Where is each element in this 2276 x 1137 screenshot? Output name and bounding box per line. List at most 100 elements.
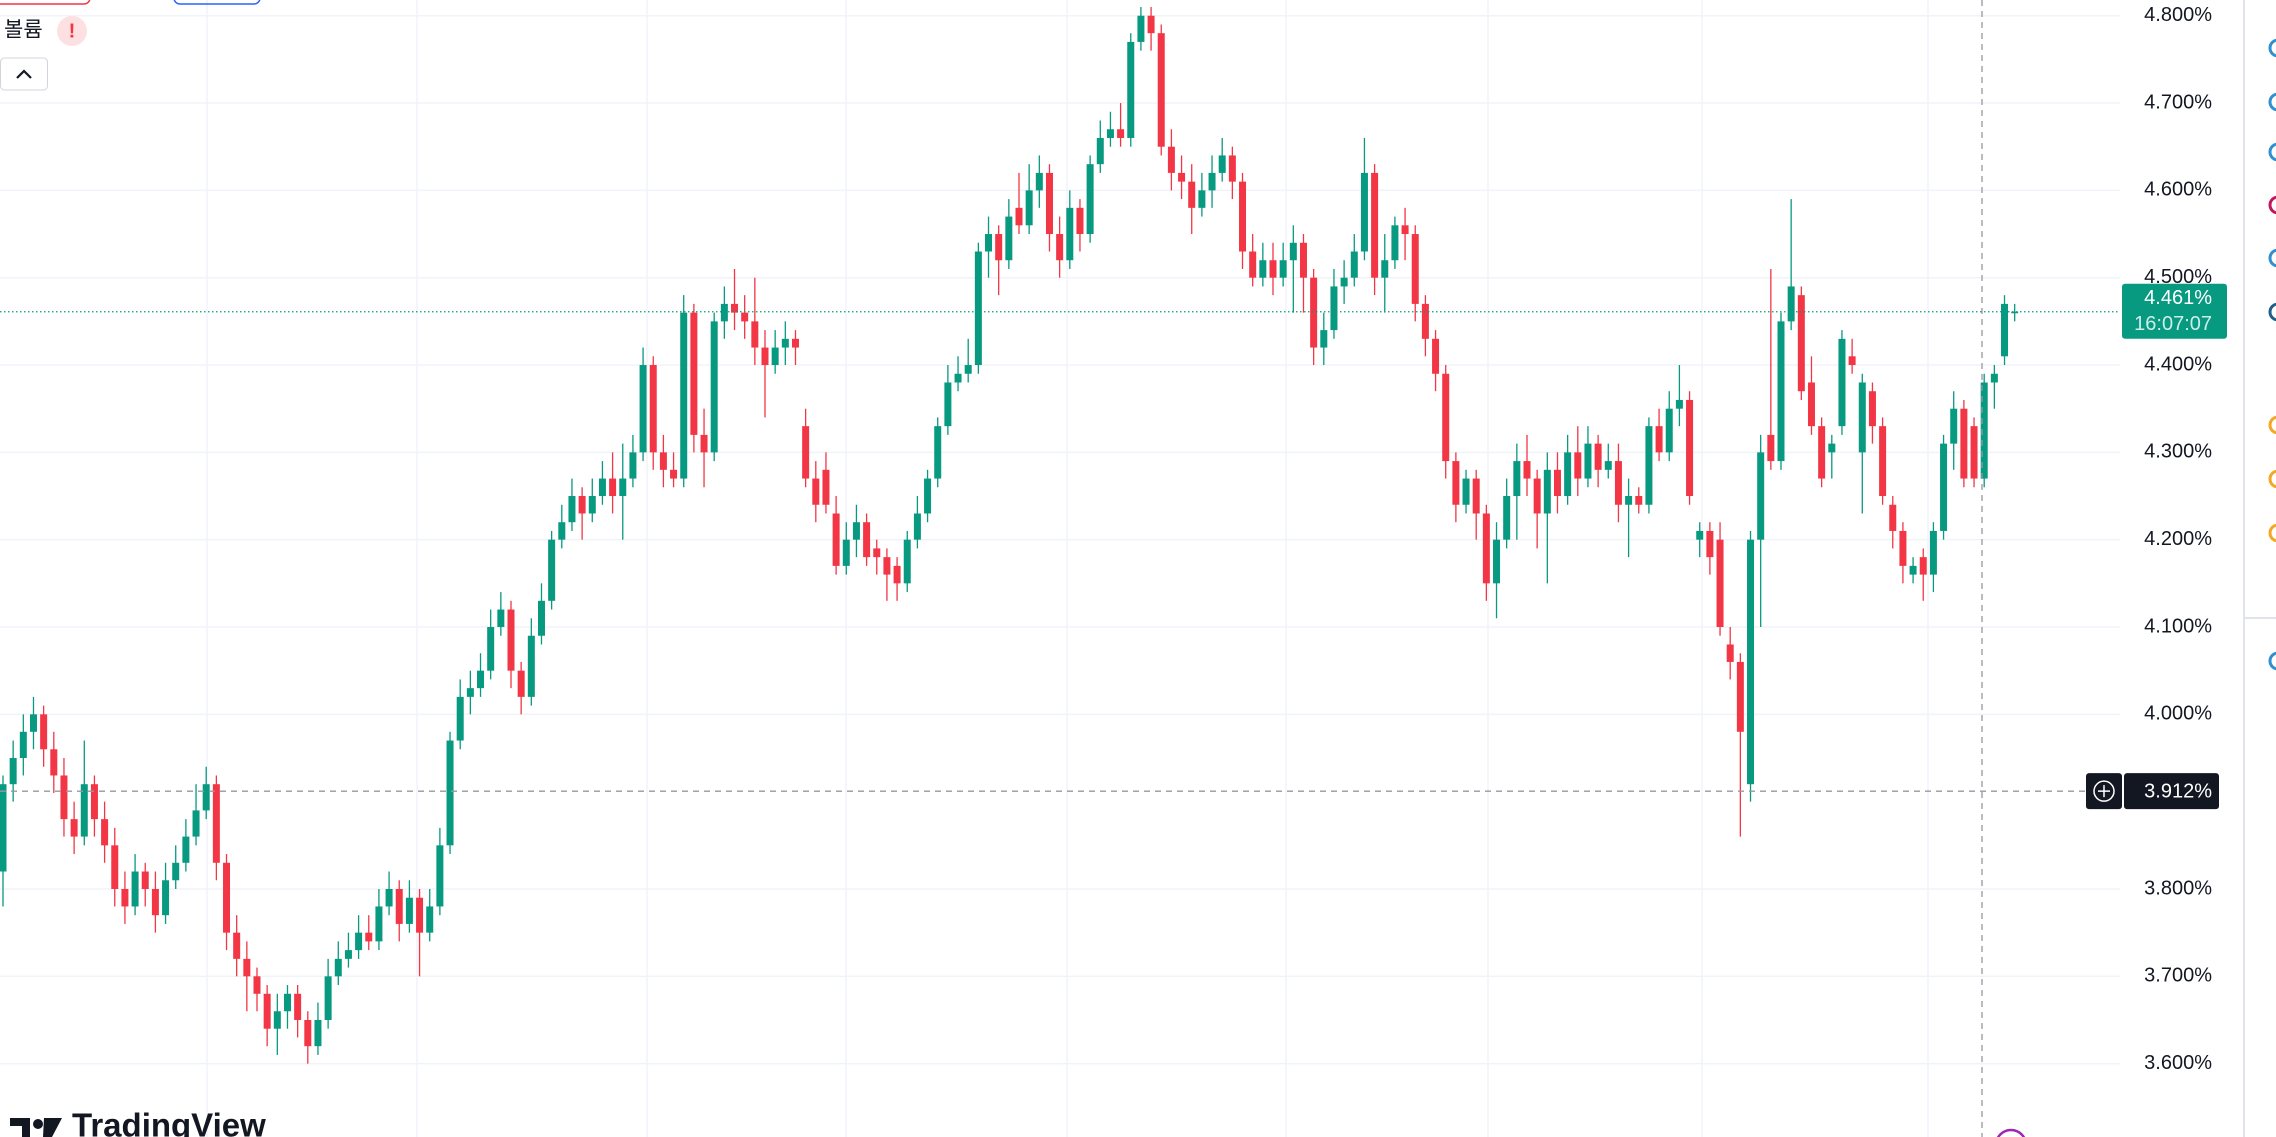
candle-body [537, 600, 545, 636]
candle-body [1462, 478, 1470, 505]
candle-body [558, 522, 566, 540]
candle-body [1360, 172, 1368, 252]
candle-body [162, 880, 170, 916]
candle-body [1299, 242, 1307, 278]
candle-body [1249, 251, 1257, 278]
crosshair-plus-sign [2098, 785, 2110, 798]
candle-body [1868, 391, 1876, 427]
candle-body [710, 321, 718, 453]
candle-body [1960, 408, 1968, 479]
candle-body [893, 565, 901, 584]
candle-body [1025, 190, 1033, 226]
candle-body [659, 452, 667, 470]
candle-body [9, 758, 17, 785]
candle-body [436, 845, 444, 907]
candle-body [842, 539, 850, 566]
candle-body [466, 688, 474, 697]
candle-body [1411, 234, 1419, 304]
candle-body [283, 993, 291, 1012]
candle-body [324, 976, 332, 1020]
candle-body [680, 312, 688, 479]
bottom-icon[interactable] [1996, 1128, 2026, 1137]
crosshair-label: 3.912% [2144, 780, 2212, 802]
candle-body [1909, 565, 1917, 575]
candle-body [1838, 338, 1846, 427]
candle-body [131, 871, 139, 907]
candle-body [1645, 426, 1653, 505]
candle-body [395, 888, 403, 924]
crosshair-box [2124, 773, 2219, 810]
candle-body [1970, 426, 1978, 479]
candle-body [273, 1011, 281, 1029]
candle-body [1137, 15, 1145, 42]
candle-body [1340, 277, 1348, 287]
candle-body [212, 784, 220, 863]
candle-body [863, 522, 871, 558]
candle-body [1929, 530, 1937, 575]
candle-body [1432, 338, 1440, 374]
price-axis: 4.800% 4.700% 4.600% 4.500% 4.400% 4.300% 4.20… [2086, 4, 2227, 1074]
candle-body [1421, 303, 1429, 339]
y-tick-label: 3.700% [2144, 965, 2212, 987]
candle-body [903, 539, 911, 584]
candle-body [1940, 443, 1948, 531]
cut-button[interactable] [173, 0, 261, 5]
y-tick-label: 4.400% [2144, 353, 2212, 375]
candle-body [883, 557, 891, 575]
candle-body [1452, 461, 1460, 505]
candle-body [1015, 207, 1023, 226]
candle-body [1208, 172, 1216, 191]
candle-body [1757, 452, 1765, 540]
candle-body [182, 836, 190, 863]
candle-body [1279, 260, 1287, 278]
candle-body [731, 303, 739, 313]
candle-body [1106, 129, 1114, 138]
candle-body [527, 635, 535, 697]
candle-body [1482, 513, 1490, 584]
candle-body [294, 993, 302, 1020]
candle-body [1716, 539, 1724, 628]
candle-body [223, 862, 231, 933]
candle-body [690, 312, 698, 435]
crosshair-plus-icon [2093, 780, 2115, 802]
candle-body [1614, 461, 1622, 505]
last-price-label: 4.461% [2144, 287, 2212, 309]
candle-body [832, 513, 840, 566]
candle-body [1950, 408, 1958, 444]
warning-icon[interactable] [57, 16, 87, 46]
y-tick-label: 4.300% [2144, 441, 2212, 463]
candle-body [192, 810, 200, 837]
candle-body [365, 932, 373, 942]
candle-body [101, 819, 109, 846]
candle-body [1127, 41, 1135, 138]
candle-body [741, 312, 749, 322]
candle-body [253, 976, 261, 994]
candle-body [1147, 15, 1155, 34]
candle-body [1625, 496, 1633, 505]
candle-body [954, 373, 962, 383]
candle-body [1391, 225, 1399, 261]
y-tick-label: 4.700% [2144, 91, 2212, 113]
candle-body [781, 338, 789, 348]
toolbar-icons[interactable] [2268, 38, 2276, 671]
candle-body [924, 478, 932, 514]
candle-body [578, 496, 586, 514]
candle-body [487, 627, 495, 671]
candle-body [974, 251, 982, 366]
candle-body [1584, 443, 1592, 479]
candle-body [995, 234, 1003, 261]
candle-body [1117, 129, 1125, 138]
candle-body [791, 338, 799, 348]
candle-body [1980, 382, 1988, 479]
candle-body [1706, 530, 1714, 558]
cut-button[interactable] [0, 0, 91, 5]
y-tick-label: 4.000% [2144, 703, 2212, 725]
candle-body [1879, 426, 1887, 497]
candle-body [426, 906, 434, 933]
candle-body [0, 784, 7, 872]
candle-body [1330, 286, 1338, 331]
collapse-button[interactable] [0, 57, 48, 91]
overlay [0, 0, 2120, 1137]
